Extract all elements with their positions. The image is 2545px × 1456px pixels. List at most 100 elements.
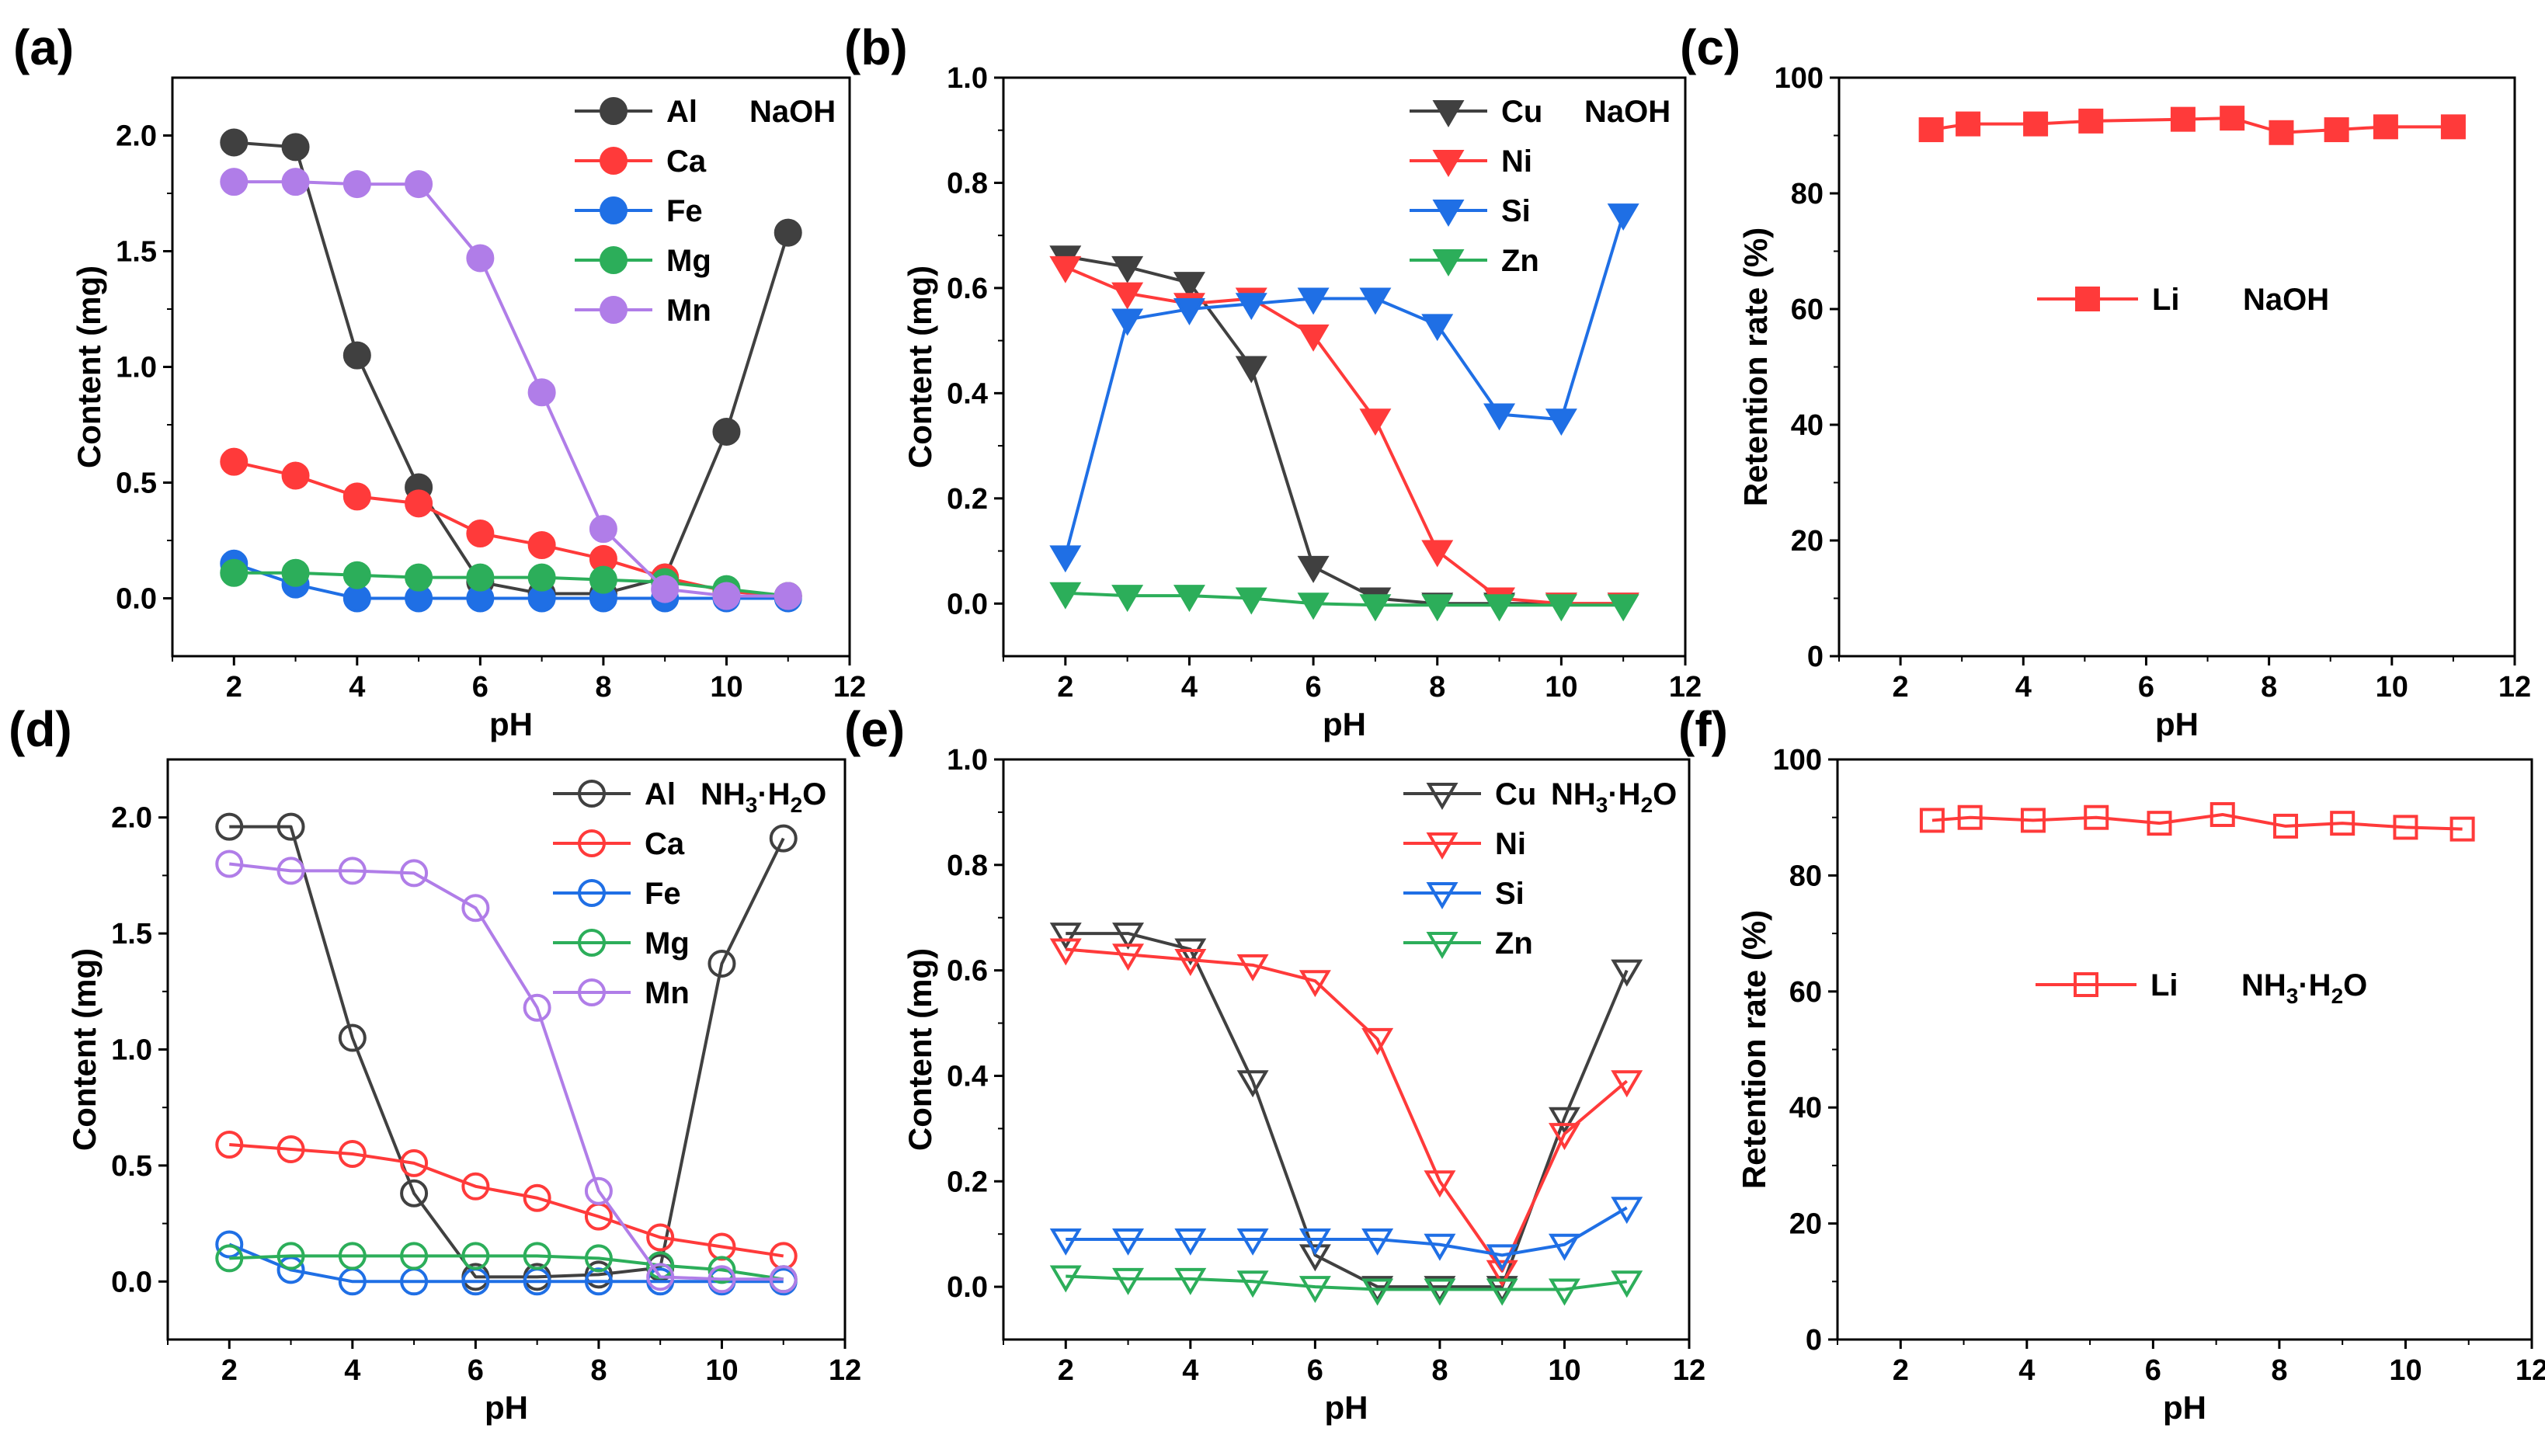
data-point-ni bbox=[1486, 1260, 1518, 1287]
data-point-cu bbox=[1611, 959, 1643, 987]
y-tick-label: 1.5 bbox=[111, 918, 152, 950]
data-point-mn bbox=[651, 575, 680, 603]
panel-label: (c) bbox=[1680, 19, 1740, 75]
legend-annotation: NH3·H2O bbox=[2241, 968, 2367, 1008]
data-point-li bbox=[2020, 808, 2046, 833]
legend: Cu Ni Si Zn NaOH bbox=[1410, 95, 1671, 278]
data-point-mg bbox=[466, 563, 495, 592]
y-tick-label: 20 bbox=[1791, 525, 1824, 558]
data-point-si bbox=[1299, 1228, 1331, 1256]
data-point-mg bbox=[405, 563, 433, 592]
series-al bbox=[220, 128, 802, 608]
panel-label: (d) bbox=[9, 701, 72, 757]
panel-label: (f) bbox=[1678, 701, 1728, 757]
y-tick-label: 40 bbox=[1791, 409, 1824, 442]
x-tick-label: 6 bbox=[1307, 1354, 1323, 1387]
legend-marker-li bbox=[2075, 287, 2100, 311]
legend-label-mn: Mn bbox=[645, 976, 690, 1010]
y-tick-label: 2.0 bbox=[116, 120, 157, 153]
legend-marker-cu bbox=[1432, 100, 1465, 127]
series-line-mn bbox=[229, 862, 784, 1281]
data-point-ni bbox=[1049, 938, 1082, 966]
data-point-cu bbox=[1235, 356, 1267, 384]
y-tick-label: 0.8 bbox=[947, 850, 988, 882]
x-axis-label: pH bbox=[489, 706, 533, 742]
data-point-si bbox=[1421, 314, 1454, 342]
x-tick-label: 6 bbox=[2138, 671, 2154, 704]
legend-marker-mg bbox=[578, 929, 606, 957]
data-point-ni bbox=[1548, 1123, 1580, 1151]
data-point-si bbox=[1236, 1228, 1269, 1256]
data-point-al bbox=[276, 812, 305, 841]
data-point-li bbox=[1919, 808, 1945, 833]
y-tick-label: 0.2 bbox=[947, 1166, 988, 1198]
data-point-ni bbox=[1112, 943, 1145, 971]
series-line-zn bbox=[1065, 591, 1624, 607]
plot-frame bbox=[1837, 76, 2516, 658]
y-tick-label: 0.6 bbox=[947, 955, 988, 988]
data-point-mn bbox=[646, 1263, 675, 1291]
data-point-mg bbox=[527, 563, 556, 592]
legend-label-ca: Ca bbox=[666, 144, 707, 179]
data-point-mg bbox=[342, 561, 371, 589]
data-point-mn bbox=[523, 993, 551, 1022]
data-point-si bbox=[1545, 408, 1577, 436]
data-point-li bbox=[2078, 108, 2104, 134]
panel-label: (b) bbox=[844, 19, 908, 75]
panel-e: (e) 2 4 6 8 10 12 0.0 0.2 0.4 0.6 0.8 1.0 pH Content (… bbox=[844, 701, 1705, 1426]
legend-label-cu: Cu bbox=[1501, 95, 1542, 129]
y-tick-label: 1.0 bbox=[116, 352, 157, 384]
y-axis-label: Content (mg) bbox=[71, 266, 107, 468]
data-point-mg bbox=[589, 565, 617, 594]
y-tick-label: 60 bbox=[1791, 294, 1824, 326]
data-point-mn bbox=[215, 850, 244, 878]
y-tick-label: 1.0 bbox=[111, 1034, 152, 1067]
data-point-cu bbox=[1049, 923, 1082, 950]
data-point-mn bbox=[769, 1265, 798, 1294]
legend-label-si: Si bbox=[1495, 877, 1525, 911]
data-point-ca bbox=[281, 461, 310, 490]
legend-marker-mn bbox=[600, 296, 628, 324]
data-point-zn bbox=[1236, 1270, 1269, 1298]
series-line-si bbox=[1063, 214, 1625, 557]
series-line-cu bbox=[1065, 255, 1624, 606]
legend-marker-fe bbox=[600, 196, 628, 224]
x-tick-label: 8 bbox=[1429, 671, 1445, 704]
panel-f: (f) 2 4 6 8 10 12 0 20 40 60 80 100 pH Retention rate … bbox=[1678, 701, 2545, 1426]
data-point-si bbox=[1483, 403, 1516, 431]
legend-label-li: Li bbox=[2152, 283, 2180, 317]
data-point-ni bbox=[1174, 949, 1207, 977]
series-line-li bbox=[1931, 116, 2453, 134]
data-point-zn bbox=[1359, 594, 1392, 622]
data-point-fe bbox=[342, 584, 371, 613]
y-tick-label: 1.5 bbox=[116, 236, 157, 269]
y-axis-label: Content (mg) bbox=[902, 266, 938, 468]
series-line-al bbox=[234, 141, 790, 596]
data-point-ca bbox=[400, 1148, 429, 1177]
legend-label-mn: Mn bbox=[666, 294, 711, 328]
data-point-al bbox=[769, 824, 798, 853]
legend-marker-mg bbox=[600, 246, 628, 274]
x-axis-label: pH bbox=[485, 1389, 528, 1426]
data-point-si bbox=[1111, 308, 1144, 336]
series-line-mn bbox=[234, 180, 788, 598]
x-tick-label: 4 bbox=[349, 671, 365, 704]
data-point-ca bbox=[276, 1135, 305, 1163]
series-line-ni bbox=[1066, 947, 1629, 1273]
data-point-ca bbox=[523, 1183, 551, 1212]
data-point-li bbox=[2449, 816, 2475, 842]
legend-label-mg: Mg bbox=[666, 244, 711, 278]
data-point-si bbox=[1611, 1197, 1643, 1225]
legend-annotation: NH3·H2O bbox=[1551, 777, 1677, 817]
x-tick-label: 10 bbox=[1545, 671, 1577, 704]
data-point-ni bbox=[1299, 970, 1331, 998]
data-point-si bbox=[1486, 1244, 1518, 1272]
data-point-mg bbox=[461, 1242, 490, 1270]
data-point-cu bbox=[1299, 1244, 1331, 1272]
x-tick-label: 12 bbox=[833, 671, 866, 704]
data-point-zn bbox=[1361, 1278, 1394, 1306]
series-line-cu bbox=[1066, 932, 1629, 1289]
y-tick-label: 2.0 bbox=[111, 802, 152, 835]
data-point-zn bbox=[1299, 1276, 1331, 1304]
legend-annotation: NH3·H2O bbox=[701, 777, 826, 817]
